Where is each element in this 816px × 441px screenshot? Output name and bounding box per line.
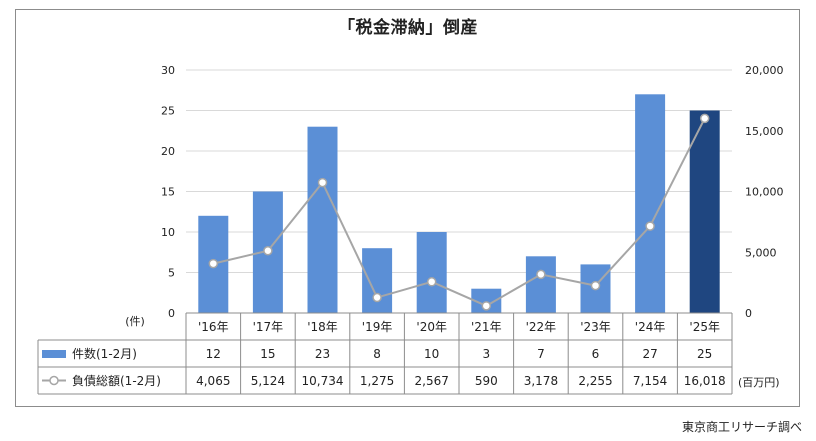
bar bbox=[416, 232, 447, 313]
debt-point bbox=[372, 292, 382, 303]
y-right-unit-label: (百万円) bbox=[738, 376, 780, 389]
bar bbox=[525, 256, 556, 313]
x-tick-label: '21年 bbox=[471, 320, 502, 334]
debt-value-label: 5,124 bbox=[251, 374, 285, 388]
chart-frame bbox=[15, 9, 800, 407]
debt-value-label: 3,178 bbox=[524, 374, 558, 388]
y-right-tick-label: 0 bbox=[745, 307, 752, 320]
count-value-label: 10 bbox=[424, 347, 439, 361]
debt-point bbox=[263, 245, 273, 256]
debt-value-label: 2,255 bbox=[578, 374, 612, 388]
legend-line-marker bbox=[49, 375, 59, 386]
debt-line bbox=[213, 117, 706, 307]
count-value-label: 12 bbox=[206, 347, 221, 361]
count-value-label: 25 bbox=[697, 347, 712, 361]
debt-value-label: 10,734 bbox=[302, 374, 344, 388]
count-value-label: 8 bbox=[373, 347, 381, 361]
debt-value-label: 16,018 bbox=[684, 374, 726, 388]
y-left-tick-label: 25 bbox=[161, 105, 175, 118]
debt-value-label: 4,065 bbox=[196, 374, 230, 388]
y-right-tick-label: 15,000 bbox=[745, 125, 784, 138]
debt-point bbox=[426, 277, 437, 287]
bar bbox=[689, 110, 720, 313]
debt-point bbox=[481, 301, 492, 311]
count-value-label: 6 bbox=[592, 347, 600, 361]
count-value-label: 27 bbox=[642, 347, 657, 361]
count-value-label: 23 bbox=[315, 347, 330, 361]
debt-value-label: 2,567 bbox=[415, 374, 449, 388]
x-tick-label: '20年 bbox=[416, 320, 447, 334]
legend-bar-swatch bbox=[42, 350, 66, 358]
bar bbox=[307, 126, 338, 313]
x-tick-label: '23年 bbox=[580, 320, 611, 334]
legend-bar-label: 件数(1-2月) bbox=[72, 346, 137, 361]
debt-point bbox=[699, 113, 710, 124]
y-left-tick-label: 15 bbox=[161, 186, 175, 199]
debt-point bbox=[590, 280, 601, 291]
debt-point bbox=[317, 177, 328, 188]
x-tick-label: '19年 bbox=[362, 320, 393, 334]
x-tick-label: '17年 bbox=[253, 320, 284, 334]
count-value-label: 15 bbox=[260, 347, 275, 361]
x-tick-label: '22年 bbox=[526, 320, 557, 334]
count-value-label: 3 bbox=[482, 347, 490, 361]
y-right-tick-label: 20,000 bbox=[745, 64, 784, 77]
y-left-tick-label: 30 bbox=[161, 64, 175, 77]
x-tick-label: '16年 bbox=[198, 320, 229, 334]
debt-value-label: 590 bbox=[475, 374, 498, 388]
y-left-tick-label: 0 bbox=[168, 307, 175, 320]
source-note: 東京商工リサーチ調べ bbox=[681, 420, 802, 434]
debt-point bbox=[208, 258, 219, 269]
debt-point bbox=[645, 221, 655, 231]
chart-title: 「税金滞納」倒産 bbox=[338, 18, 478, 38]
y-left-unit-label: (件) bbox=[125, 315, 145, 328]
x-tick-label: '18年 bbox=[307, 320, 338, 334]
legend-line-label: 負債総額(1-2月) bbox=[72, 373, 161, 388]
count-value-label: 7 bbox=[537, 347, 545, 361]
bar bbox=[635, 94, 666, 313]
debt-point bbox=[536, 269, 546, 280]
x-tick-label: '24年 bbox=[635, 320, 666, 334]
debt-value-label: 7,154 bbox=[633, 374, 667, 388]
y-left-tick-label: 20 bbox=[161, 145, 175, 158]
y-left-tick-label: 5 bbox=[168, 267, 175, 280]
debt-value-label: 1,275 bbox=[360, 374, 394, 388]
y-right-tick-label: 10,000 bbox=[745, 186, 784, 199]
x-tick-label: '25年 bbox=[689, 320, 720, 334]
y-left-tick-label: 10 bbox=[161, 226, 175, 239]
bar bbox=[362, 248, 393, 313]
y-right-tick-label: 5,000 bbox=[745, 246, 777, 259]
